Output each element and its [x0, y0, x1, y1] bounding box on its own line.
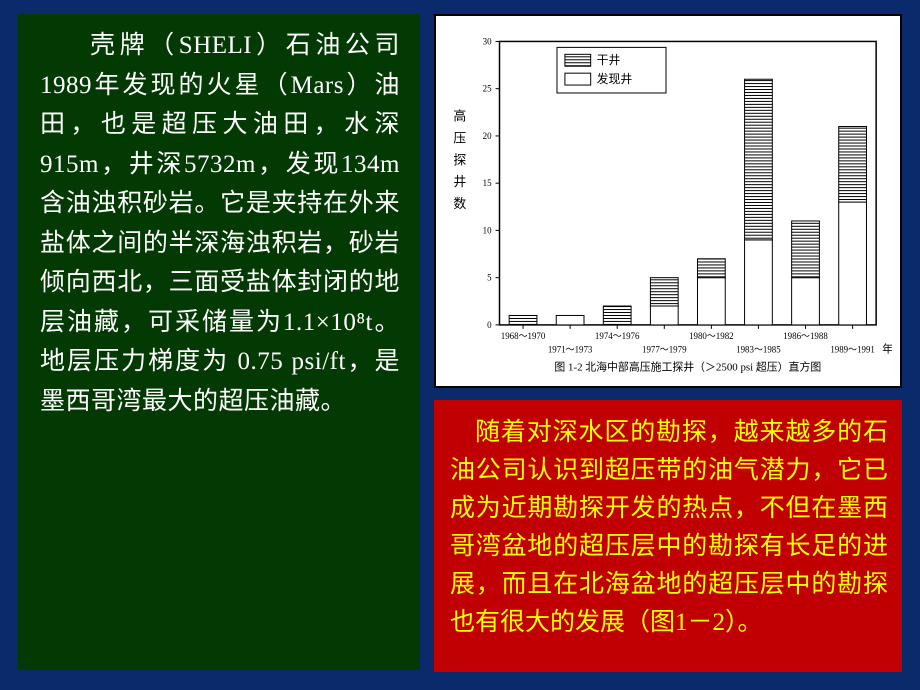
svg-text:25: 25 — [483, 84, 492, 94]
svg-text:15: 15 — [483, 178, 492, 188]
svg-text:1983～1985: 1983～1985 — [736, 345, 781, 355]
left-text-panel: 壳牌（SHELI）石油公司1989年发现的火星（Mars）油田，也是超压大油田，… — [18, 14, 420, 670]
svg-text:年: 年 — [882, 342, 892, 356]
svg-text:30: 30 — [483, 36, 492, 46]
svg-text:数: 数 — [453, 197, 466, 211]
svg-text:干井: 干井 — [597, 53, 621, 67]
bar-chart: 0 5 10 15 20 25 30 高压探井数 1968～19701971～19731974～… — [444, 24, 892, 382]
svg-text:高: 高 — [453, 109, 466, 124]
svg-text:压: 压 — [453, 132, 466, 146]
svg-text:1968～1970: 1968～1970 — [501, 331, 546, 341]
svg-text:井: 井 — [453, 175, 466, 189]
svg-text:0: 0 — [487, 320, 492, 330]
svg-text:1986～1988: 1986～1988 — [783, 331, 828, 341]
svg-text:1971～1973: 1971～1973 — [548, 345, 593, 355]
svg-text:5: 5 — [487, 273, 492, 283]
svg-text:图 1-2 北海中部高压施工探井（＞2500 psi 超压: 图 1-2 北海中部高压施工探井（＞2500 psi 超压）直方图 — [554, 360, 821, 374]
svg-text:发现井: 发现井 — [597, 72, 633, 86]
svg-text:1980～1982: 1980～1982 — [689, 331, 734, 341]
svg-text:1974～1976: 1974～1976 — [595, 331, 640, 341]
svg-text:1977～1979: 1977～1979 — [642, 345, 687, 355]
right-bottom-text: 随着对深水区的勘探，越来越多的石油公司认识到超压带的油气潜力，它已成为近期勘探开… — [450, 414, 888, 642]
svg-text:20: 20 — [483, 131, 492, 141]
svg-text:探: 探 — [453, 153, 466, 167]
right-bottom-panel: 随着对深水区的勘探，越来越多的石油公司认识到超压带的油气潜力，它已成为近期勘探开… — [434, 400, 902, 672]
left-body-text: 壳牌（SHELI）石油公司1989年发现的火星（Mars）油田，也是超压大油田，… — [40, 26, 400, 421]
svg-text:1989～1991: 1989～1991 — [830, 345, 875, 355]
svg-text:10: 10 — [483, 225, 492, 235]
chart-panel: 0 5 10 15 20 25 30 高压探井数 1968～19701971～19731974～… — [434, 14, 902, 388]
